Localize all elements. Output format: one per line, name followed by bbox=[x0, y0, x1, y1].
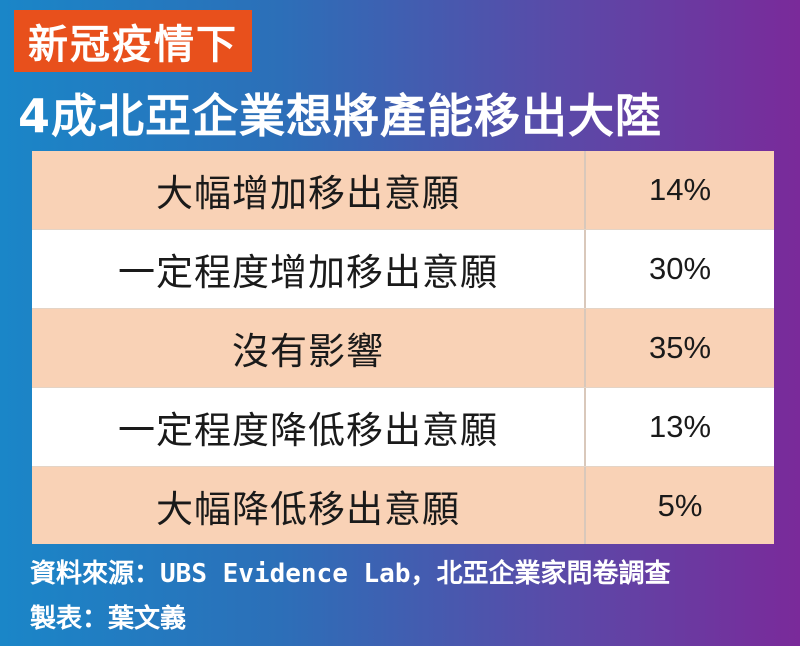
row-label: 大幅增加移出意願 bbox=[32, 151, 586, 229]
source-org: UBS Evidence Lab bbox=[160, 559, 411, 589]
headline: 4成北亞企業想將產能移出大陸 bbox=[18, 89, 663, 143]
table-row: 一定程度增加移出意願 30% bbox=[32, 230, 774, 309]
row-label: 沒有影響 bbox=[32, 309, 586, 387]
table-row: 沒有影響 35% bbox=[32, 309, 774, 388]
row-value: 14% bbox=[648, 172, 712, 207]
row-value: 30% bbox=[648, 251, 712, 286]
source-prefix: 資料來源： bbox=[30, 559, 161, 589]
row-label: 一定程度降低移出意願 bbox=[32, 388, 586, 466]
row-label: 一定程度增加移出意願 bbox=[32, 230, 586, 308]
topic-tag: 新冠疫情下 bbox=[14, 10, 252, 72]
table-row: 一定程度降低移出意願 13% bbox=[32, 388, 774, 467]
topic-tag-text: 新冠疫情下 bbox=[28, 22, 238, 68]
row-value: 13% bbox=[648, 409, 712, 444]
source-suffix: ，北亞企業家問卷調查 bbox=[410, 559, 671, 589]
row-value: 35% bbox=[648, 330, 712, 365]
source-line: 資料來源：UBS Evidence Lab，北亞企業家問卷調查 bbox=[30, 553, 670, 590]
row-label: 大幅降低移出意願 bbox=[32, 467, 586, 544]
table-row: 大幅增加移出意願 14% bbox=[32, 151, 774, 230]
survey-table: 大幅增加移出意願 14% 一定程度增加移出意願 30% 沒有影響 35% 一定程度降低移出意… bbox=[32, 151, 774, 544]
table-row: 大幅降低移出意願 5% bbox=[32, 467, 774, 544]
maker-line: 製表：葉文義 bbox=[30, 604, 187, 634]
row-value: 5% bbox=[657, 487, 703, 523]
